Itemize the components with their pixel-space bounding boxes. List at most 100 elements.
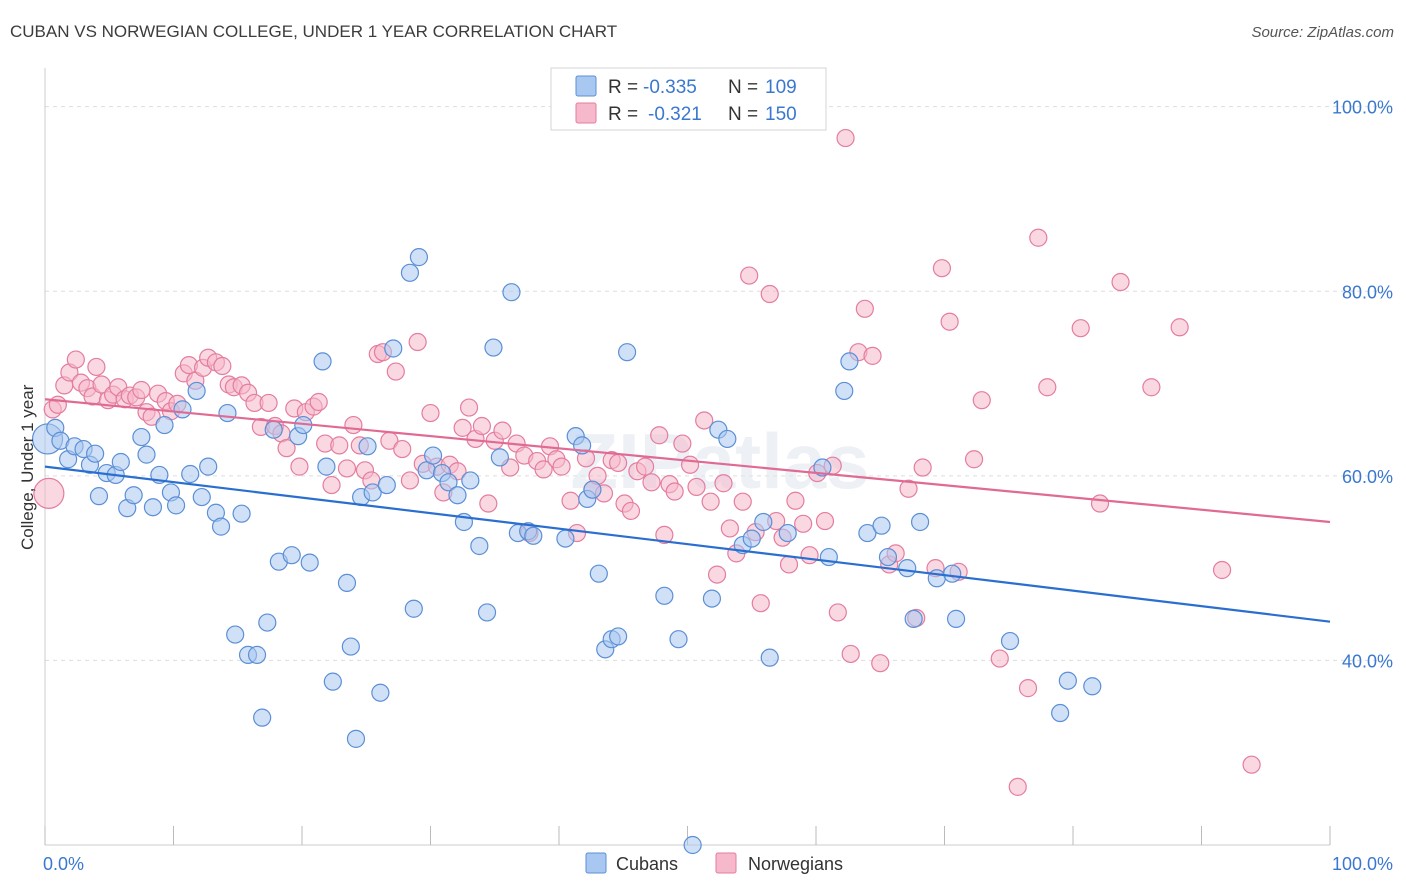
cubans-trend-line (44, 465, 1331, 623)
norwegian-point (1071, 319, 1090, 338)
norwegian-point (665, 482, 684, 501)
cuban-point (583, 480, 602, 499)
cuban-point (760, 648, 779, 667)
norwegian-point (66, 350, 85, 369)
norwegian-point (733, 492, 752, 511)
norwegian-point (453, 418, 472, 437)
norwegian-point (720, 519, 740, 538)
norwegian-point (642, 473, 661, 492)
cuban-point (840, 352, 859, 371)
cuban-point (337, 573, 357, 592)
cuban-point (655, 586, 674, 605)
norwegian-point (899, 479, 918, 498)
norwegian-point (393, 439, 412, 459)
norwegian-point (552, 457, 571, 476)
cuban-point (904, 609, 923, 628)
cuban-point (173, 400, 192, 419)
norwegian-point (472, 416, 491, 436)
cuban-point (300, 553, 319, 572)
cuban-point (835, 381, 854, 401)
norwegians-legend-swatch (715, 852, 737, 874)
norwegian-point (493, 421, 512, 440)
cuban-point (384, 339, 403, 358)
norwegian-point (680, 455, 700, 474)
norwegian-point (1090, 494, 1110, 513)
cuban-point (323, 672, 342, 691)
norwegian-point (33, 477, 65, 509)
norwegian-point (863, 346, 882, 365)
cuban-point (409, 248, 429, 267)
norwegian-point (290, 457, 309, 476)
cuban-point (524, 526, 543, 545)
cuban-point (341, 637, 360, 656)
cuban-point (232, 504, 251, 523)
norwegian-point (1018, 679, 1038, 698)
norwegian-point (972, 391, 991, 410)
n-label-norwegians: N = (728, 104, 758, 125)
cuban-point (702, 589, 722, 608)
cuban-point (490, 448, 509, 467)
norwegian-point (534, 460, 553, 479)
cuban-point (1083, 677, 1102, 696)
r-value-cubans: -0.335 (643, 77, 697, 98)
norwegian-point (459, 398, 479, 417)
norwegian-point (400, 471, 420, 490)
cuban-point (669, 630, 688, 649)
norwegian-point (794, 514, 813, 533)
cubans-legend-swatch (585, 852, 607, 874)
cuban-point (155, 415, 174, 435)
norwegian-point (687, 477, 706, 497)
n-value-cubans: 109 (765, 77, 797, 98)
cuban-point (609, 627, 628, 646)
y-axis-label-wrap: College, Under 1 year (18, 385, 38, 550)
cuban-point (439, 473, 458, 492)
stats-legend: R = -0.335 N = 109 R = -0.321 N = 150 (550, 67, 827, 131)
cuban-point (404, 599, 423, 618)
norwegian-point (479, 494, 498, 513)
norwegian-point (1008, 777, 1027, 796)
norwegian-point (855, 299, 874, 318)
cuban-point (556, 529, 575, 548)
gridlines (45, 106, 1392, 661)
norwegian-point (751, 594, 770, 613)
cuban-point (317, 457, 336, 476)
cuban-point (898, 559, 917, 578)
cuban-point (218, 403, 237, 423)
n-value-norwegians: 150 (765, 104, 797, 125)
y-tick-label: 60.0% (1342, 467, 1393, 487)
cuban-point (371, 683, 390, 702)
cuban-point (718, 429, 737, 449)
norwegian-point (1111, 272, 1130, 292)
cuban-point (346, 729, 366, 748)
norwegian-point (1170, 318, 1189, 337)
n-label-cubans: N = (728, 77, 758, 98)
cuban-point (111, 452, 130, 472)
cuban-point (1051, 703, 1070, 723)
norwegian-point (344, 415, 363, 435)
cuban-point (358, 437, 377, 456)
norwegian-point (1142, 378, 1161, 397)
x-tick-label: 100.0% (1332, 854, 1393, 874)
norwegian-point (740, 266, 759, 285)
norwegians-trend-line (44, 398, 1331, 524)
cuban-point (187, 381, 206, 401)
norwegian-point (707, 565, 727, 584)
norwegian-point (408, 332, 427, 352)
norwegian-point (621, 501, 641, 521)
cuban-point (199, 457, 218, 476)
norwegian-point (913, 458, 932, 477)
cuban-point (910, 512, 930, 532)
norwegian-point (213, 356, 232, 376)
cuban-point (484, 338, 503, 357)
norwegians-points (33, 128, 1261, 796)
cuban-point (858, 523, 877, 543)
cubans-points (31, 248, 1102, 855)
chart-title: CUBAN VS NORWEGIAN COLLEGE, UNDER 1 YEAR… (10, 22, 618, 41)
cuban-point (124, 486, 143, 505)
norwegian-point (609, 453, 628, 473)
cuban-point (181, 464, 200, 484)
cuban-point (754, 512, 773, 532)
cuban-point (253, 708, 272, 727)
cuban-point (502, 283, 521, 302)
